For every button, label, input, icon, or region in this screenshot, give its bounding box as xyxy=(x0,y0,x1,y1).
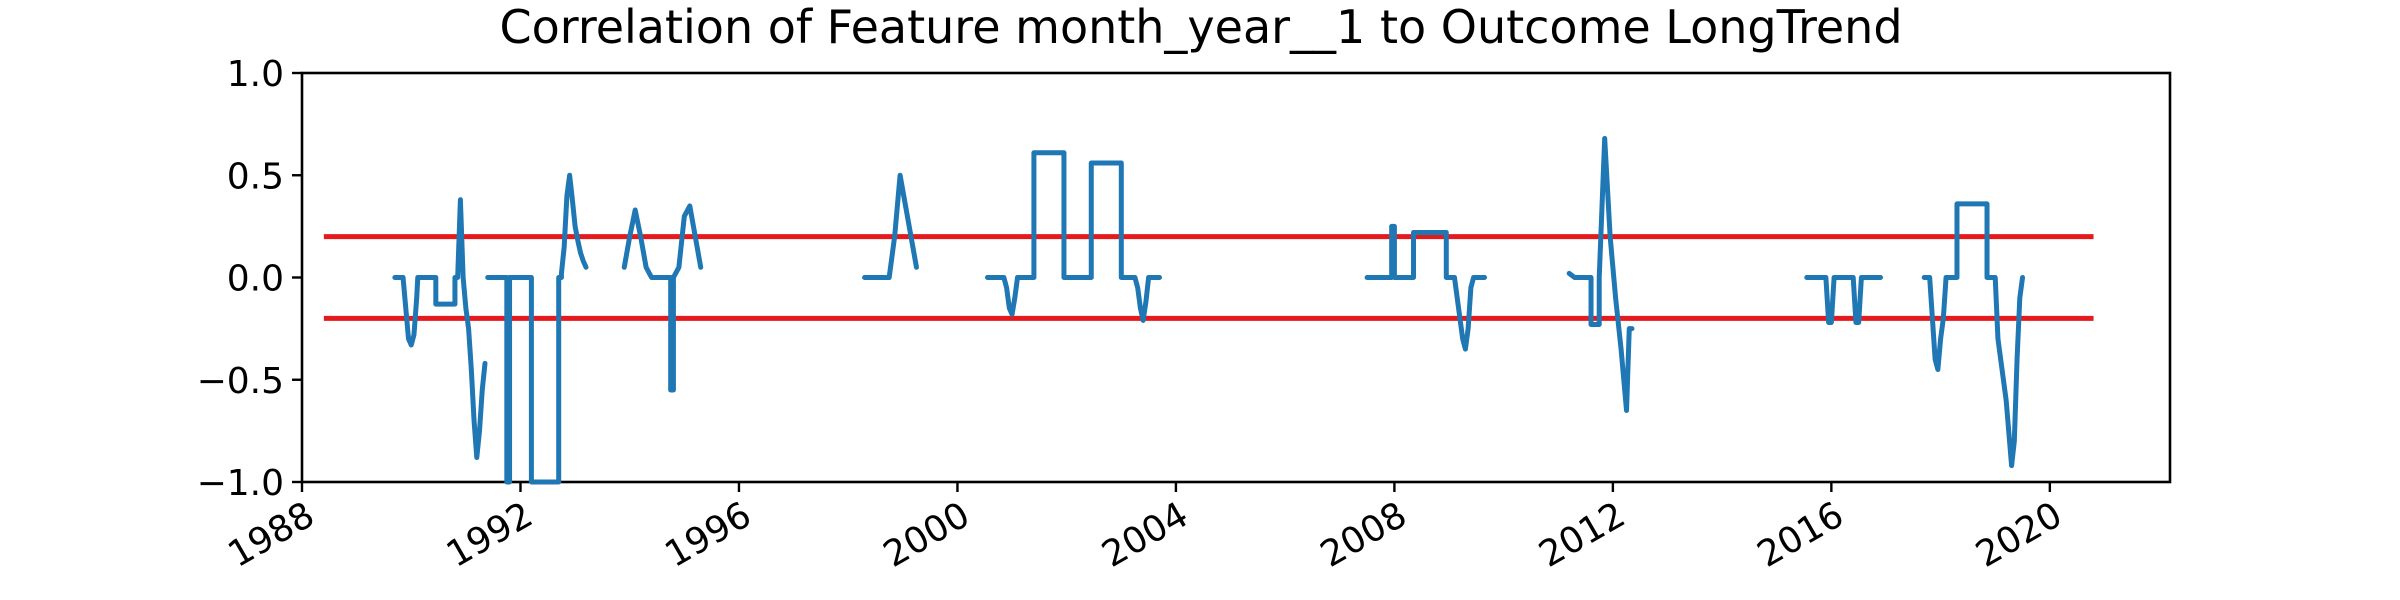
y-tick-label: 0.0 xyxy=(227,259,284,300)
y-tick-label: −0.5 xyxy=(197,361,284,402)
series-segment-3 xyxy=(621,203,704,393)
series-segment-1 xyxy=(392,197,488,460)
plot-area xyxy=(300,71,2172,485)
x-tick-label: 2012 xyxy=(1532,494,1632,575)
chart-title: Correlation of Feature month_year__1 to … xyxy=(499,0,1902,54)
x-tick-label: 1996 xyxy=(658,494,758,575)
x-tick-label: 1992 xyxy=(440,494,540,575)
series-segment-6 xyxy=(1364,223,1488,352)
x-tick-label: 2008 xyxy=(1314,494,1414,575)
y-tick-label: 0.5 xyxy=(227,156,284,197)
y-tick-label: 1.0 xyxy=(227,54,284,95)
x-tick-label: 2016 xyxy=(1751,494,1851,575)
x-tick-label: 2000 xyxy=(877,494,977,575)
x-tick-label: 2020 xyxy=(1969,494,2069,575)
x-tick-label: 1988 xyxy=(221,494,321,575)
correlation-series xyxy=(392,135,2026,485)
series-segment-5 xyxy=(984,150,1163,323)
series-segment-7 xyxy=(1566,135,1635,413)
threshold-lines xyxy=(323,234,2094,321)
series-segment-8 xyxy=(1804,275,1884,325)
y-tick-label: −1.0 xyxy=(197,463,284,504)
series-segment-4 xyxy=(862,172,919,280)
x-axis: 1988 1992 1996 2000 2004 2008 2012 2016 2020 xyxy=(221,482,2069,576)
series-segment-9 xyxy=(1921,201,2026,469)
plot-frame xyxy=(300,71,2172,484)
series-segment-2 xyxy=(485,172,589,485)
y-axis: −1.0 −0.5 0.0 0.5 1.0 xyxy=(197,54,302,504)
x-tick-label: 2004 xyxy=(1095,494,1195,575)
